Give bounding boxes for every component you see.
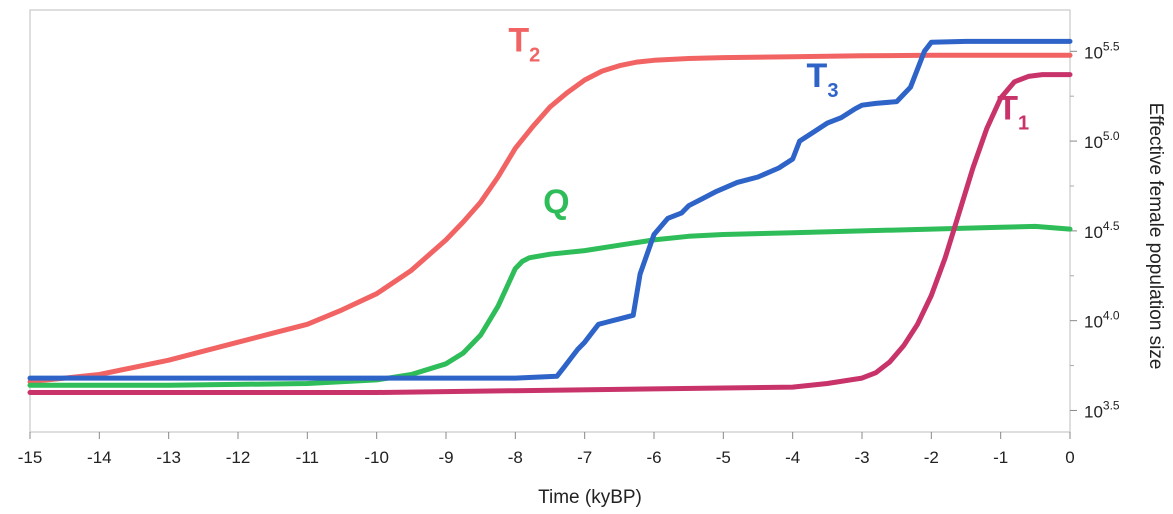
series-label-q: Q [543,183,569,221]
x-tick-label: 0 [1065,448,1074,467]
series-line-t1 [27,72,1073,395]
x-axis: -15 -14 -13 -12 -11 -10 -9 -8 -7 -6 -5 -4 -3 -2 -1 0 [18,432,1075,467]
x-tick-label: -15 [18,448,43,467]
series-lines [27,38,1073,395]
x-tick-label: -3 [854,448,869,467]
plot-border [29,9,1071,433]
x-tick-label: -2 [924,448,939,467]
x-tick-label: -4 [785,448,800,467]
series-line-t2 [27,52,1073,385]
series-label-t3: T3 [807,57,839,102]
x-tick-label: -13 [156,448,181,467]
y-tick-label: 103.5 [1084,398,1120,421]
y-tick-label: 105.5 [1084,39,1120,62]
x-tick-label: -12 [226,448,251,467]
x-tick-label: -10 [364,448,389,467]
series-label-t1: T1 [997,90,1029,135]
x-tick-label: -5 [716,448,731,467]
x-tick-label: -6 [646,448,661,467]
x-tick-label: -8 [508,448,523,467]
series-line-q [27,223,1073,388]
x-tick-label: -11 [296,448,319,467]
x-axis-title: Time (kyBP) [538,487,642,508]
series-labels: T2 Q T3 T1 [508,21,1029,221]
y-tick-label: 105.0 [1084,129,1120,152]
x-tick-label: -14 [87,448,112,467]
plot-frame [29,9,1071,433]
y-axis-title: Effective female population size [1145,103,1166,370]
series-line-t3 [27,38,1073,381]
series-label-t2: T2 [508,21,540,66]
x-tick-label: -7 [577,448,592,467]
y-tick-label: 104.0 [1084,309,1120,332]
y-tick-label: 104.5 [1084,219,1120,242]
x-tick-label: -9 [438,448,453,467]
y-axis: 103.5 104.0 104.5 105.0 105.5 [1070,39,1120,421]
x-tick-label: -1 [993,448,1008,467]
